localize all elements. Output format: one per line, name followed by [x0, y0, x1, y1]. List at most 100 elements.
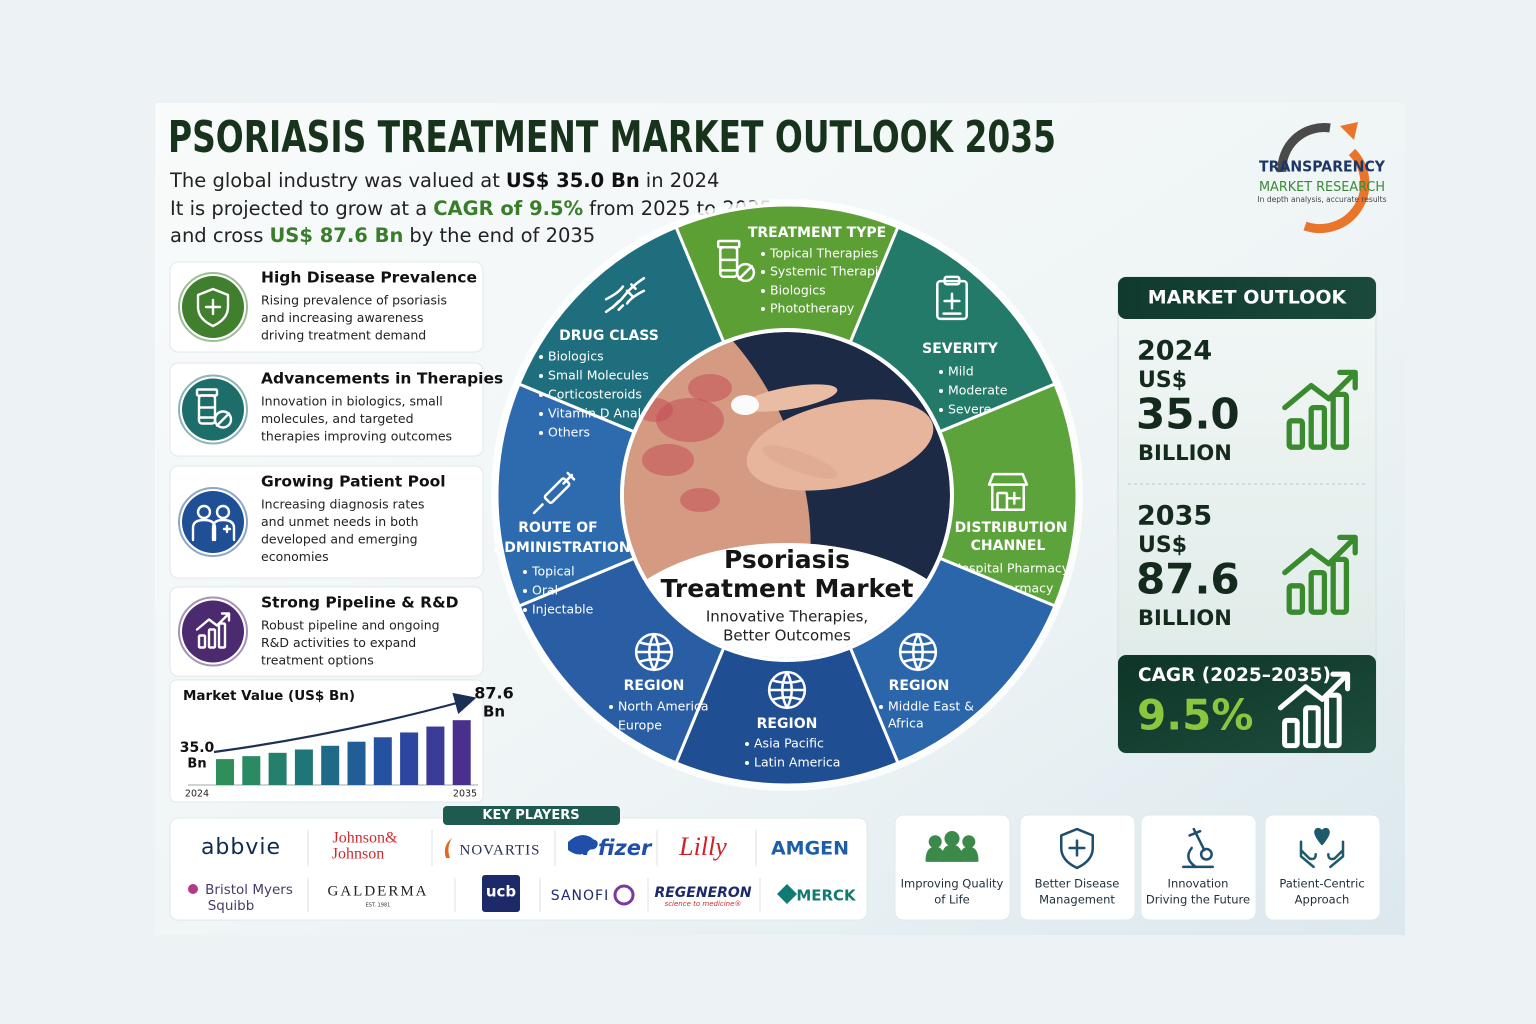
icon-part [196, 287, 230, 328]
icon-part [217, 622, 227, 649]
photo-patch [656, 398, 724, 442]
icon [196, 287, 230, 328]
driver-text: driving treatment demand [261, 328, 426, 343]
segment-title: DISTRIBUTION [955, 520, 1068, 536]
icon-part [925, 846, 945, 862]
segment-title: SEVERITY [922, 341, 999, 357]
driver-text: treatment options [261, 653, 374, 668]
icon [195, 612, 231, 649]
segment-item: Mild [948, 364, 974, 379]
logo-tagline: In depth analysis, accurate results [1257, 195, 1386, 204]
icon-part [716, 239, 741, 249]
icon-part [941, 844, 963, 862]
bar [242, 756, 261, 785]
benefit-text: of Life [934, 893, 969, 907]
bullet [539, 374, 543, 378]
segment-title: REGION [624, 678, 685, 694]
icon [1282, 369, 1358, 450]
bullet [761, 252, 765, 256]
driver-text: R&D activities to expand [261, 635, 416, 650]
icon-part [1282, 369, 1358, 411]
icon-part [1330, 556, 1350, 615]
driver-card [169, 586, 484, 677]
bar [294, 749, 313, 785]
bullet [939, 408, 943, 412]
outlook-currency: US$ [1138, 368, 1187, 393]
driver-title: High Disease Prevalence [261, 269, 477, 287]
segment-title: REGION [757, 716, 818, 732]
intro-text: It is projected to grow at a [170, 197, 427, 220]
bullet [523, 589, 527, 593]
icon [634, 632, 674, 672]
segment-item: Biologics [770, 283, 826, 298]
driver-text: economies [261, 549, 329, 564]
segment-item: Moderate [948, 383, 1008, 398]
player-logo: science to medicine® [665, 900, 742, 908]
benefit-text: Better Disease [1035, 877, 1120, 891]
player-logo: MERCK [796, 887, 857, 905]
bar [373, 737, 392, 785]
icon-part [737, 264, 754, 281]
photo-patch [680, 488, 720, 512]
icon-part [1007, 491, 1021, 505]
trend-arrow [213, 692, 477, 754]
outlook-year: 2024 [1137, 336, 1212, 367]
center-subtitle: Better Outcomes [723, 627, 851, 645]
icon-part [562, 471, 576, 485]
player-logo: GALDERMA [328, 883, 429, 899]
driver-text: Robust pipeline and ongoing [261, 618, 440, 633]
logo-subname: MARKET RESEARCH [1259, 179, 1385, 195]
intro-highlight: US$ 87.6 Bn [269, 224, 403, 247]
icon-part [1308, 569, 1328, 615]
icon-part [215, 412, 231, 427]
outlook-unit: BILLION [1138, 441, 1232, 465]
driver-card [169, 261, 484, 353]
icon [1059, 827, 1095, 870]
cagr-value: 9.5% [1137, 691, 1253, 740]
page-title: PSORIASIS TREATMENT MARKET OUTLOOK 2035 [168, 112, 1056, 163]
intro-text: in 2024 [646, 169, 720, 192]
driver-icon-bg [182, 600, 244, 663]
bullet [523, 608, 527, 612]
bms-mark [188, 884, 198, 894]
segment-item: Hospital Pharmacy [952, 561, 1070, 576]
outlook-title: MARKET OUTLOOK [1148, 287, 1348, 309]
icon [936, 275, 968, 321]
logo-name: TRANSPARENCY [1259, 158, 1386, 176]
icon-part [942, 292, 962, 315]
driver-card [169, 362, 484, 457]
bar [216, 759, 234, 785]
cagr-box [1118, 655, 1376, 753]
value-label: 35.0 [180, 740, 215, 756]
icon-part [207, 628, 217, 649]
icon [1282, 534, 1358, 615]
icon-part [735, 262, 756, 283]
players-title: KEY PLAYERS [482, 808, 579, 823]
benefit-text: Driving the Future [1146, 893, 1250, 907]
player-logo: abbvie [201, 835, 281, 860]
icon-part [195, 388, 219, 397]
segment-title: TREATMENT TYPE [748, 225, 886, 241]
icon [925, 830, 979, 862]
player-logo: REGENERON [654, 885, 751, 901]
segment-item: Others [548, 425, 590, 440]
player-logo: Johnson [332, 846, 384, 863]
driver-text: therapies improving outcomes [261, 429, 452, 444]
logo-arc [1303, 148, 1370, 234]
center-subtitle: Innovative Therapies, [706, 608, 868, 626]
segment-title: DRUG CLASS [559, 328, 659, 344]
segment-title: ADMINISTRATION [493, 540, 630, 556]
icon-part [211, 518, 236, 542]
icon-part [1299, 840, 1317, 869]
icon-part [1282, 534, 1358, 576]
driver-text: Increasing diagnosis rates [261, 497, 424, 512]
player-logo: EST. 1981 [366, 903, 391, 909]
outlook-value: 35.0 [1136, 390, 1240, 439]
driver-text: Innovation in biologics, small [261, 394, 443, 409]
player-logo: Johnson& [333, 830, 398, 847]
driver-icon-bg [182, 378, 244, 441]
benefit-text: Approach [1295, 893, 1350, 907]
intro-text: by the end of 2035 [409, 224, 595, 247]
segment-item: Europe [618, 718, 662, 733]
